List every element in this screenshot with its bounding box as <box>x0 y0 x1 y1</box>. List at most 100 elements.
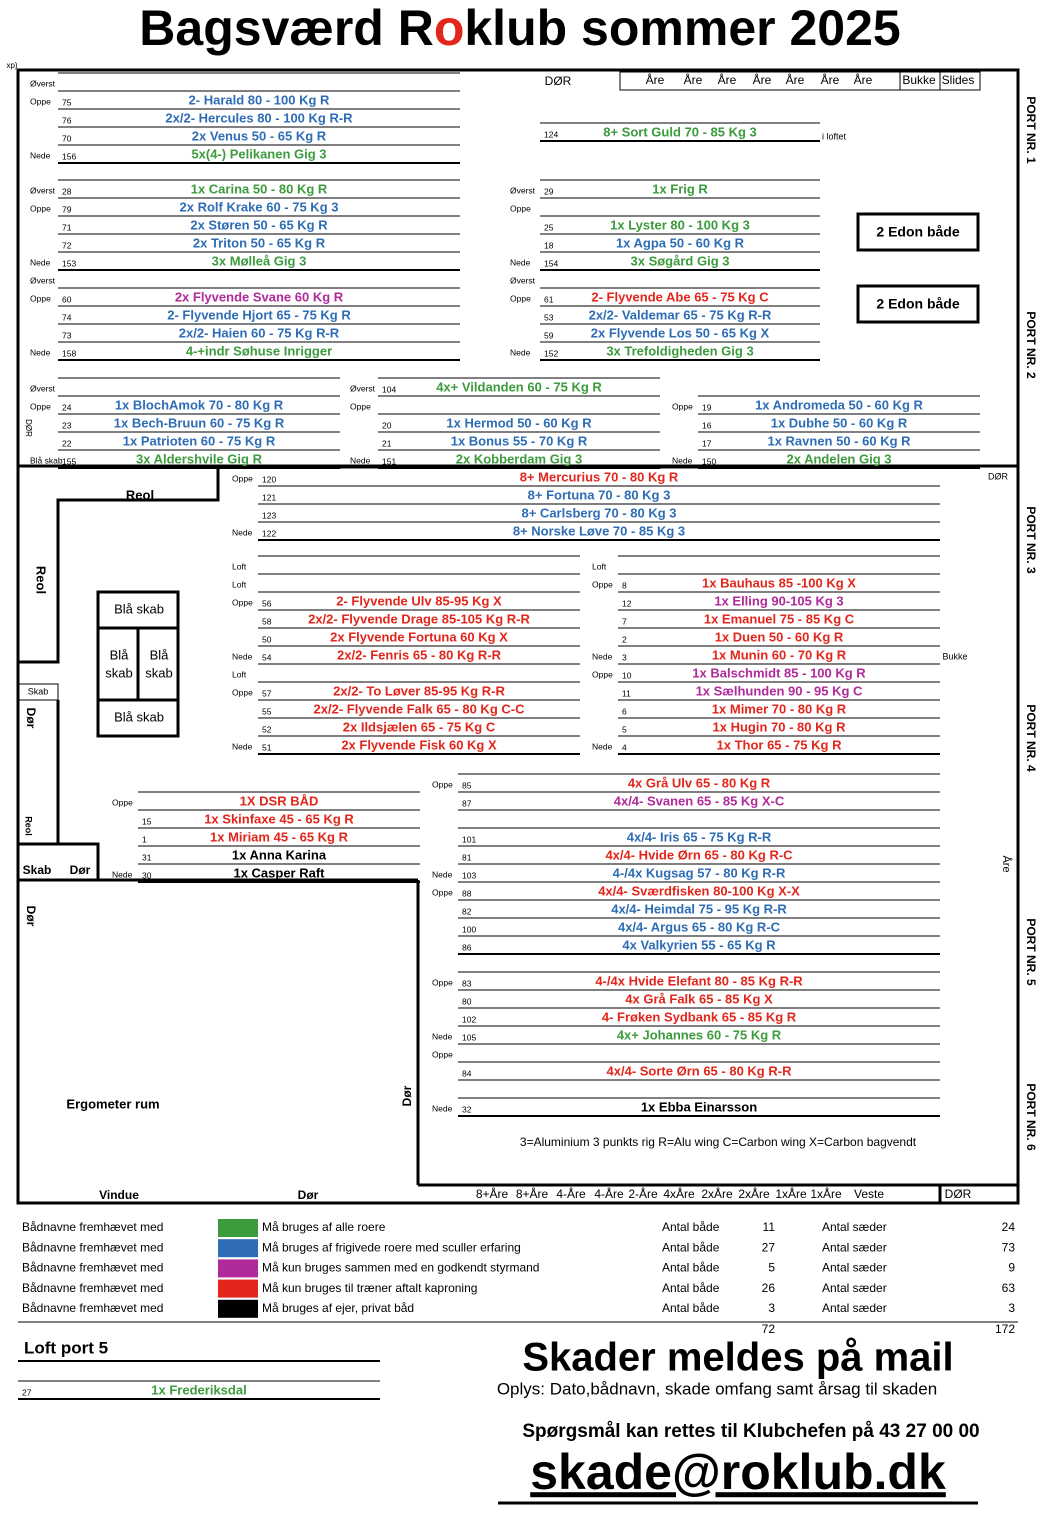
boat-number: 57 <box>262 688 272 698</box>
rack-position: Oppe <box>112 797 133 807</box>
boat-number: 79 <box>62 204 72 214</box>
rack-position: Nede <box>30 347 51 357</box>
rack-position: Oppe <box>510 203 531 213</box>
boat-number: 152 <box>544 348 558 358</box>
boat-name: 2x Ildsjælen 65 - 75 Kg C <box>343 719 496 734</box>
boat-number: 16 <box>702 420 712 430</box>
boat-number: 55 <box>262 706 272 716</box>
rack-position: Nede <box>30 257 51 267</box>
legend-seats-label: Antal sæder <box>822 1281 887 1295</box>
boat-number: 84 <box>462 1068 472 1078</box>
port-label: PORT NR. 1 <box>1024 96 1038 164</box>
total-boats: 72 <box>762 1322 776 1336</box>
rack-position: Nede <box>232 651 253 661</box>
rack-position: Nede <box>112 869 133 879</box>
notice-email: skade@roklub.dk <box>530 1444 946 1500</box>
room-label: DØR <box>24 419 33 437</box>
rack-position: Oppe <box>30 203 51 213</box>
boat-name: 4x/4- Heimdal 75 - 95 Kg R-R <box>611 901 787 916</box>
rack-position: Oppe <box>350 401 371 411</box>
legend-lead: Bådnavne fremhævet med <box>22 1240 163 1254</box>
strip-label: Bukke <box>902 73 936 87</box>
legend-swatch <box>218 1279 258 1298</box>
boat-name: 1x Mimer 70 - 80 Kg R <box>712 701 847 716</box>
boat-name: 2x Flyvende Fisk 60 Kg X <box>341 737 497 752</box>
legend-text: Må kun bruges til træner aftalt kapronin… <box>262 1281 477 1295</box>
boat-name: 2x/2- Haien 60 - 75 Kg R-R <box>179 325 340 340</box>
boat-name: 1x Ebba Einarsson <box>641 1099 757 1114</box>
title-part: klub sommer 2025 <box>464 0 900 56</box>
legend-text: Må bruges af alle roere <box>262 1220 386 1234</box>
rack-position: Nede <box>432 1031 453 1041</box>
strip-label: 1xÅre <box>775 1186 807 1201</box>
boat-number: 87 <box>462 798 472 808</box>
legend-text: Må bruges af ejer, privat båd <box>262 1301 414 1315</box>
boat-name: 2x Andelen Gig 3 <box>787 451 892 466</box>
port-label: PORT NR. 3 <box>1024 506 1038 574</box>
legend-seats: 63 <box>1002 1281 1016 1295</box>
rack-position: Oppe <box>30 293 51 303</box>
strip-label: Åre <box>718 72 737 87</box>
boat-number: 156 <box>62 151 76 161</box>
legend-swatch <box>218 1259 258 1278</box>
boat-name: 2x/2- Flyvende Falk 65 - 80 Kg C-C <box>314 701 526 716</box>
boat-number: 12 <box>622 598 632 608</box>
boat-number: 76 <box>62 115 72 125</box>
boat-number: 70 <box>62 133 72 143</box>
boat-number: 19 <box>702 402 712 412</box>
legend-text: Må kun bruges sammen med en godkendt sty… <box>262 1261 539 1275</box>
room-label: Ergometer rum <box>66 1096 159 1111</box>
rack-position: Nede <box>510 257 531 267</box>
boat-name: 4x Grå Falk 65 - 85 Kg X <box>625 991 773 1006</box>
rack-position: Nede <box>510 347 531 357</box>
boat-name: 4x+ Johannes 60 - 75 Kg R <box>617 1027 782 1042</box>
boat-number: 101 <box>462 834 476 844</box>
boat-number: 58 <box>262 616 272 626</box>
boat-name: 1x Frig R <box>652 181 708 196</box>
rack-position: Oppe <box>232 687 253 697</box>
room-label: 3=Aluminium 3 punkts rig R=Alu wing C=Ca… <box>520 1135 917 1149</box>
boat-name: 4x/4- Iris 65 - 75 Kg R-R <box>627 829 772 844</box>
legend-lead: Bådnavne fremhævet med <box>22 1301 163 1315</box>
boat-number: 22 <box>62 438 72 448</box>
boat-number: 56 <box>262 598 272 608</box>
boat-name: 4x+ Vildanden 60 - 75 Kg R <box>436 379 602 394</box>
boat-number: 10 <box>622 670 632 680</box>
room-label: Dør <box>24 906 38 927</box>
legend-boats-label: Antal både <box>662 1281 720 1295</box>
boat-name: 1x Skinfaxe 45 - 65 Kg R <box>204 811 354 826</box>
boat-number: 23 <box>62 420 72 430</box>
boat-name: 4x/4- Hvide Ørn 65 - 80 Kg R-C <box>605 847 793 862</box>
boat-number: 2 <box>622 634 627 644</box>
boat-name: 1x Patrioten 60 - 75 Kg R <box>123 433 276 448</box>
rack-position: Oppe <box>510 293 531 303</box>
loft-title: Loft port 5 <box>24 1338 108 1357</box>
boat-number: 54 <box>262 652 272 662</box>
boat-number: 31 <box>142 852 152 862</box>
boat-name: 1x Duen 50 - 60 Kg R <box>715 629 844 644</box>
boat-number: 155 <box>62 456 76 466</box>
legend-seats-label: Antal sæder <box>822 1261 887 1275</box>
boat-name: 3x Trefoldigheden Gig 3 <box>606 343 753 358</box>
room-label: Dør <box>298 1188 319 1202</box>
boat-name: 2- Harald 80 - 100 Kg R <box>189 92 330 107</box>
boat-number: 81 <box>462 852 472 862</box>
boat-number: 88 <box>462 888 472 898</box>
boat-number: 71 <box>62 222 72 232</box>
rack-position: Nede <box>30 150 51 160</box>
boat-number: 25 <box>544 222 554 232</box>
boat-name: 1x Emanuel 75 - 85 Kg C <box>704 611 855 626</box>
boat-name: 8+ Fortuna 70 - 80 Kg 3 <box>528 487 671 502</box>
boat-number: 8 <box>622 580 627 590</box>
boat-name: 4x/4- Argus 65 - 80 Kg R-C <box>618 919 781 934</box>
port-label: PORT NR. 4 <box>1024 704 1038 772</box>
boat-name: 1x Balschmidt 85 - 100 Kg R <box>692 665 866 680</box>
rack-position: Oppe <box>672 401 693 411</box>
boat-number: 60 <box>62 294 72 304</box>
boat-number: 11 <box>622 688 631 698</box>
legend-boats-label: Antal både <box>662 1261 720 1275</box>
boat-number: 28 <box>62 186 72 196</box>
legend-boats-label: Antal både <box>662 1301 720 1315</box>
room-label: Blå <box>150 647 170 662</box>
boat-number: 74 <box>62 312 72 322</box>
